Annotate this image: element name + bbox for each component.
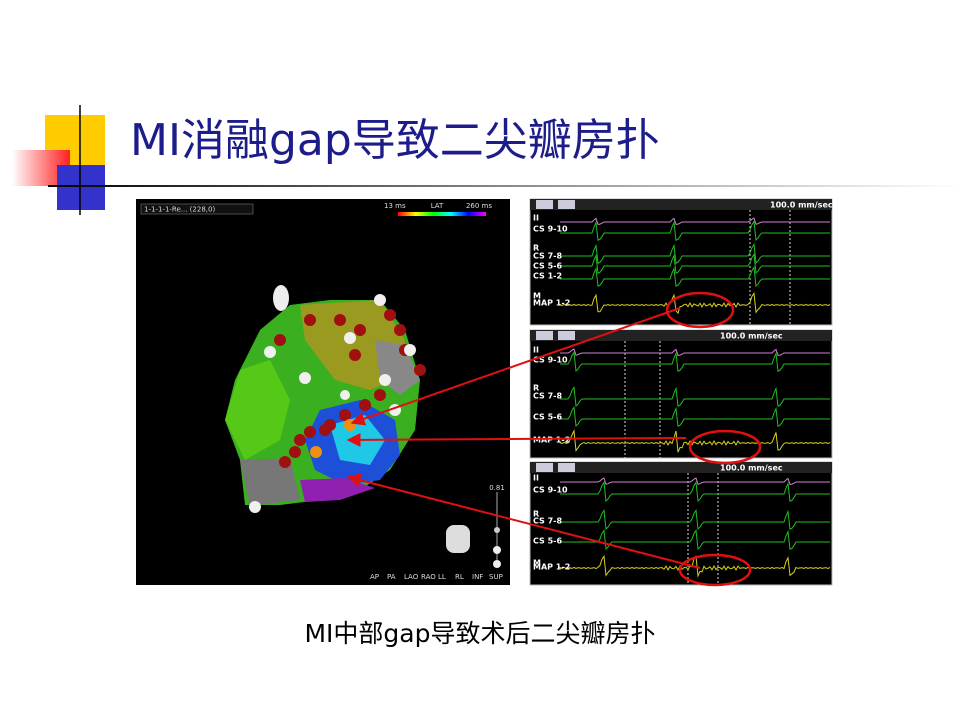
- tool-icon: [558, 200, 575, 209]
- channel-label: MAP 1-2: [533, 436, 570, 445]
- toolbar: [530, 199, 832, 210]
- view-label: AP: [370, 573, 379, 581]
- egm-trace: [559, 428, 831, 453]
- channel-label: M: [533, 292, 541, 301]
- egm-trace: [560, 385, 830, 408]
- channel-label: CS 5-6: [533, 413, 562, 422]
- channel-label: CS 7-8: [533, 392, 562, 401]
- arrow: [346, 307, 701, 569]
- egm-trace: [560, 350, 830, 373]
- slider-value: 0.81: [489, 484, 505, 492]
- channel-label: MAP 1-2: [533, 563, 570, 572]
- toolbar: [530, 330, 832, 341]
- tool-icon: [536, 200, 553, 209]
- view-label: PA: [387, 573, 396, 581]
- channel-label: R: [533, 244, 539, 253]
- egm-trace: [560, 508, 830, 531]
- deco-line: [48, 185, 960, 187]
- tool-icon: [536, 463, 553, 472]
- map-dropdown: 1-1-1-1-Re... (228,0): [144, 206, 215, 214]
- caption: MI中部gap导致术后二尖瓣房扑: [304, 619, 655, 648]
- channel-label: M: [533, 559, 541, 568]
- channel-label: R: [533, 384, 539, 393]
- channel-label: CS 9-10: [533, 356, 568, 365]
- egm-trace: [560, 528, 830, 551]
- view-label: RAO: [421, 573, 436, 581]
- scale-min: 13 ms: [384, 202, 406, 210]
- egm-trace: [560, 217, 830, 225]
- channel-label: II: [533, 474, 539, 483]
- channel-label: R: [533, 510, 539, 519]
- annotation: [665, 291, 762, 587]
- sweep-speed: 100.0 mm/sec: [720, 464, 783, 473]
- view-label: SUP: [489, 573, 503, 581]
- scale-label: LAT: [431, 202, 444, 210]
- egm-trace: [560, 477, 830, 485]
- tool-icon: [558, 463, 575, 472]
- egm-panel: [529, 329, 833, 459]
- egm-trace: [560, 405, 830, 428]
- slide-title: MI消融gap导致二尖瓣房扑: [130, 115, 660, 166]
- sweep-speed: 100.0 mm/sec: [720, 332, 783, 341]
- egm-trace: [559, 292, 831, 315]
- channel-label: CS 7-8: [533, 517, 562, 526]
- scale-max: 260 ms: [466, 202, 492, 210]
- view-label: RL: [455, 573, 464, 581]
- egm-trace: [560, 480, 830, 503]
- egm-trace: [560, 348, 830, 356]
- egm-trace: [560, 242, 830, 265]
- channel-label: CS 5-6: [533, 262, 562, 271]
- channel-label: MAP 1-2: [533, 299, 570, 308]
- channel-label: CS 5-6: [533, 537, 562, 546]
- egm-panel: [529, 198, 833, 326]
- tool-icon: [536, 331, 553, 340]
- channel-label: CS 9-10: [533, 225, 568, 234]
- channel-label: II: [533, 346, 539, 355]
- deco-square: [57, 165, 105, 210]
- view-label: INF: [472, 573, 483, 581]
- lat-map: 1-1-1-1-Re... (228,0) 13 ms LAT 260 ms: [136, 199, 510, 585]
- channel-label: CS 7-8: [533, 252, 562, 261]
- egm-trace: [560, 219, 830, 242]
- toolbar: [530, 462, 832, 473]
- channel-label: CS 9-10: [533, 486, 568, 495]
- sweep-speed: 100.0 mm/sec: [770, 201, 833, 210]
- tool-icon: [558, 331, 575, 340]
- view-label: LL: [438, 573, 446, 581]
- egm-trace: [560, 265, 830, 288]
- channel-label: CS 1-2: [533, 272, 562, 281]
- egm-trace: [560, 252, 830, 275]
- channel-label: II: [533, 214, 539, 223]
- view-label: LAO: [404, 573, 419, 581]
